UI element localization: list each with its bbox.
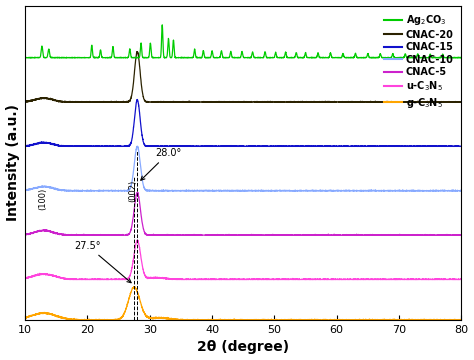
Text: 28.0°: 28.0° (141, 148, 182, 180)
Text: (002): (002) (128, 180, 137, 202)
Y-axis label: Intensity (a.u.): Intensity (a.u.) (6, 104, 19, 221)
Text: (100): (100) (38, 188, 47, 210)
Text: 27.5°: 27.5° (74, 240, 131, 283)
Legend: Ag$_2$CO$_3$, CNAC-20, CNAC-15, CNAC-10, CNAC-5, u-C$_3$N$_5$, g-C$_3$N$_5$: Ag$_2$CO$_3$, CNAC-20, CNAC-15, CNAC-10,… (382, 10, 456, 113)
X-axis label: 2θ (degree): 2θ (degree) (197, 341, 289, 355)
